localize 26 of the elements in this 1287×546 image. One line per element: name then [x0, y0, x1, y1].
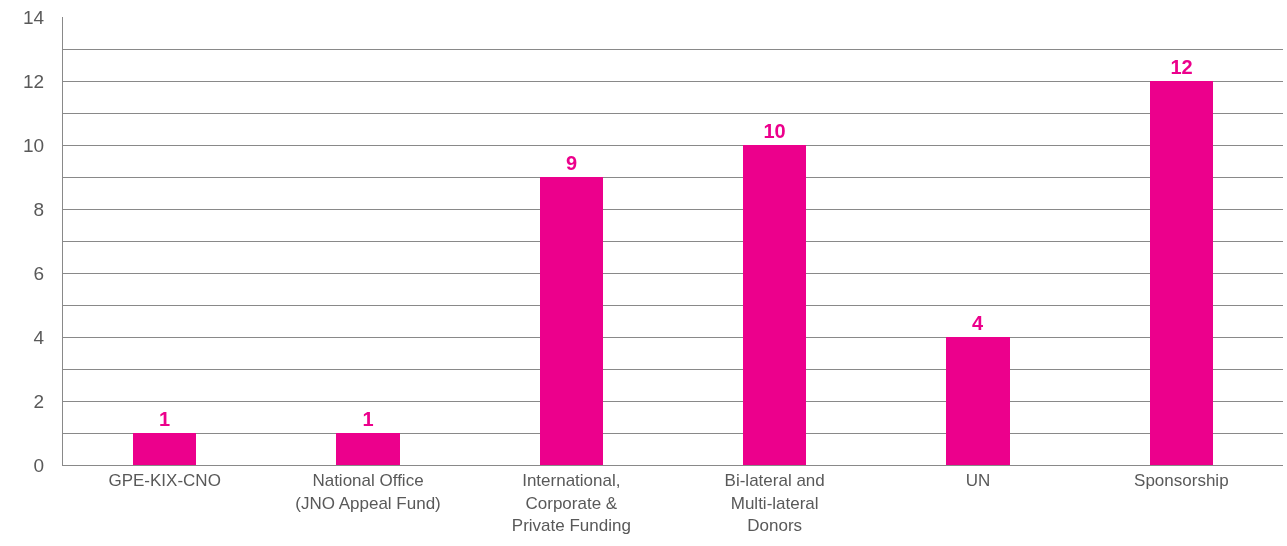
data-label: 1	[362, 408, 374, 430]
bar	[1150, 81, 1213, 465]
y-tick-label: 6	[33, 262, 45, 284]
x-tick-label: National Office (JNO Appeal Fund)	[295, 471, 441, 513]
x-tick-label: UN	[965, 471, 991, 491]
bar	[540, 177, 603, 465]
x-tick-label: Bi-lateral and Multi-lateral Donors	[724, 471, 825, 535]
data-label: 1	[158, 408, 171, 430]
x-tick-label: Sponsorship	[1134, 471, 1229, 491]
x-tick-label: International, Corporate & Private Funding	[511, 471, 631, 535]
y-tick-label: 12	[23, 70, 45, 92]
y-tick-label: 8	[33, 198, 45, 220]
bar	[336, 433, 400, 465]
x-tick-label: GPE-KIX-CNO	[108, 471, 221, 491]
data-label: 9	[565, 152, 578, 174]
y-tick-label: 14	[23, 6, 45, 28]
y-tick-label: 10	[23, 134, 45, 156]
data-label: 12	[1170, 56, 1193, 78]
y-tick-label: 2	[33, 390, 45, 412]
y-tick-label: 0	[33, 454, 45, 476]
data-label: 10	[763, 120, 786, 142]
y-tick-label: 4	[33, 326, 45, 348]
bar	[133, 433, 196, 465]
bar	[743, 145, 806, 465]
bar	[946, 337, 1010, 465]
data-label: 4	[972, 312, 984, 334]
